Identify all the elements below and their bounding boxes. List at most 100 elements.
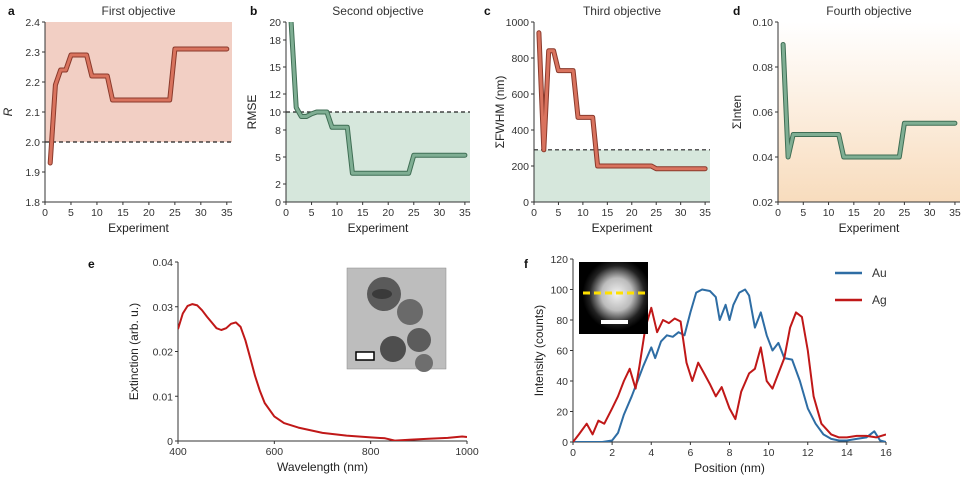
x-tick-label: 25 [408,207,420,219]
panel-letter: a [8,4,15,18]
y-tick-label: 0 [275,197,281,209]
x-tick-label: 15 [357,207,369,219]
y-tick-label: 2.1 [25,107,40,119]
x-axis-label: Experiment [592,221,653,235]
x-tick-label: 25 [650,207,662,219]
series-line [289,22,467,175]
x-tick-label: 2 [609,447,615,459]
y-tick-label: 0.06 [753,107,774,119]
x-tick-label: 35 [699,207,711,219]
y-tick-label: 0.03 [153,302,174,314]
y-tick-label: 2.4 [25,17,40,29]
y-tick-label: 0 [167,436,173,448]
x-tick-label: 16 [880,447,892,459]
x-tick-label: 0 [531,207,537,219]
series-line-outline [536,30,708,172]
x-tick-label: 400 [169,446,187,458]
panel-a: 0 5 10 15 20 25 30 35 1.8 1.9 2.0 2.1 2.2 2.3 2.4 a Firs… [1,4,233,235]
y-tick-label: 0.02 [753,197,774,209]
x-tick-label: 10 [91,207,103,219]
plot-area [780,42,958,160]
y-tick-label: 800 [511,53,529,65]
y-tick-label: 100 [550,285,568,297]
series-line-extinction [178,303,467,441]
x-tick-label: 10 [823,207,835,219]
series-line [537,31,707,171]
x-tick-label: 1000 [455,446,479,458]
plot-area [47,46,230,166]
x-axis-label: Experiment [108,221,169,235]
x-tick-label: 10 [763,447,775,459]
y-axis-label: Extinction (arb. u.) [127,303,141,400]
y-tick-label: 0.10 [753,17,774,29]
haadf-inset-image [579,262,648,334]
panel-letter: d [733,4,740,18]
y-axis-label: ΣInten [730,95,744,129]
x-tick-label: 0 [283,207,289,219]
x-tick-label: 30 [433,207,445,219]
y-tick-label: 0.02 [153,347,174,359]
y-tick-label: 0.01 [153,391,174,403]
y-tick-label: 15 [269,62,281,74]
y-tick-label: 0.04 [753,152,774,164]
x-tick-label: 20 [873,207,885,219]
x-tick-label: 30 [924,207,936,219]
y-tick-label: 1000 [506,17,530,29]
y-tick-label: 12 [269,89,281,101]
x-tick-label: 800 [362,446,380,458]
x-axis-label: Wavelength (nm) [277,460,368,474]
x-tick-label: 5 [68,207,74,219]
x-tick-label: 30 [675,207,687,219]
x-tick-label: 20 [382,207,394,219]
x-tick-label: 35 [949,207,961,219]
x-tick-label: 4 [648,447,654,459]
y-tick-label: 1.8 [25,197,40,209]
y-tick-label: 10 [269,107,281,119]
x-tick-label: 14 [841,447,853,459]
tem-inset-image [346,267,447,372]
y-tick-label: 2.0 [25,137,40,149]
x-tick-label: 600 [266,446,284,458]
panel-letter: f [524,257,529,271]
legend-label-ag: Ag [872,293,887,307]
y-tick-label: 400 [511,125,529,137]
x-tick-label: 12 [802,447,814,459]
y-tick-label: 120 [550,254,568,266]
series-line [48,47,229,165]
x-tick-label: 20 [626,207,638,219]
y-axis-label: R [1,107,15,116]
plot-area [573,288,886,442]
x-axis-label: Experiment [839,221,900,235]
legend-label-au: Au [872,266,887,280]
x-tick-label: 25 [899,207,911,219]
x-tick-label: 25 [169,207,181,219]
y-tick-label: 20 [269,17,281,29]
y-tick-label: 600 [511,89,529,101]
panel-title: Third objective [583,4,661,18]
plot-area [536,30,708,172]
y-tick-label: 40 [556,376,568,388]
target-region [45,22,232,142]
plot-area [178,303,467,441]
x-tick-label: 6 [687,447,693,459]
x-tick-label: 30 [195,207,207,219]
series-line [781,43,957,159]
series-line-ag [573,306,886,442]
haadf-scale-bar [601,320,628,324]
series-line-au [573,288,886,442]
y-tick-label: 200 [511,161,529,173]
x-tick-label: 0 [570,447,576,459]
x-axis-label: Position (nm) [694,461,765,475]
x-tick-label: 8 [727,447,733,459]
y-tick-label: 0.04 [153,257,174,269]
y-tick-label: 0 [562,437,568,449]
x-tick-label: 15 [601,207,613,219]
x-tick-label: 5 [800,207,806,219]
x-tick-label: 15 [848,207,860,219]
y-tick-label: 2.3 [25,47,40,59]
y-tick-label: 20 [556,407,568,419]
panel-f: 0 2 4 6 8 10 12 14 16 0 20 40 60 80 100 120 f Position (n… [524,254,892,475]
y-tick-label: 8 [275,125,281,137]
